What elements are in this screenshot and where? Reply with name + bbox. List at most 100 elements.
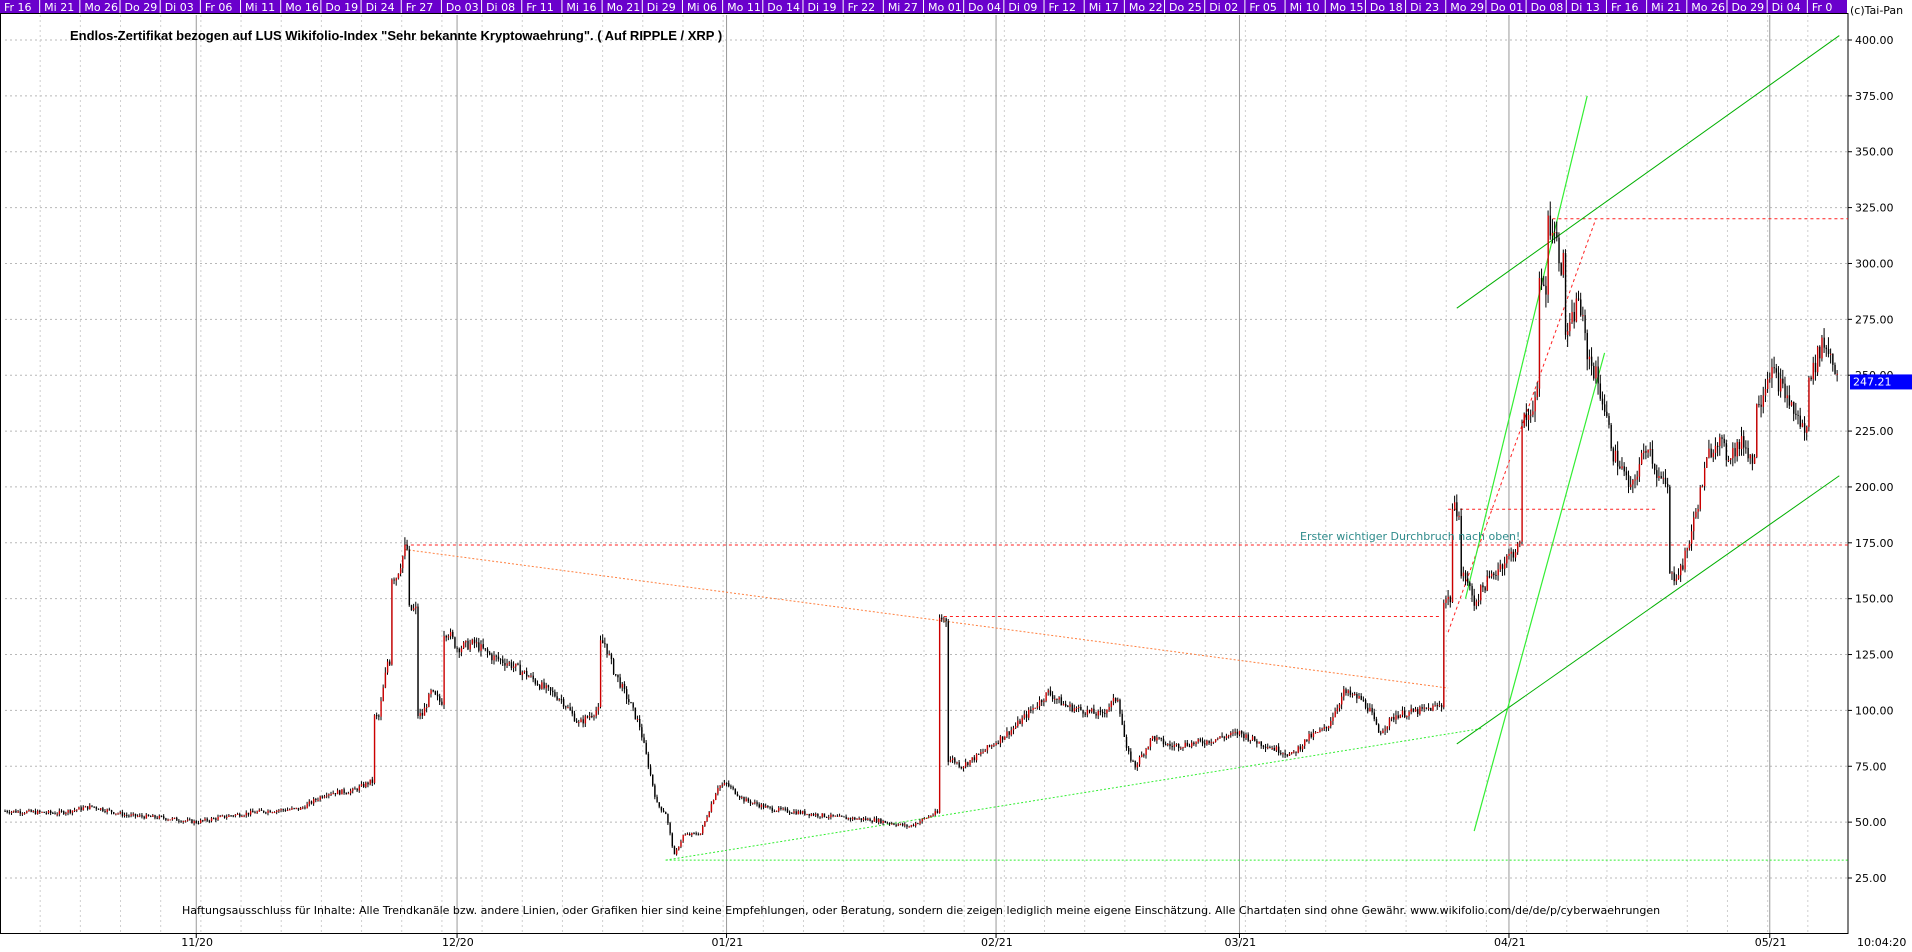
candle-body — [152, 815, 154, 817]
candle-body — [699, 833, 702, 835]
candle-body — [793, 811, 795, 814]
candle-body — [43, 811, 45, 813]
candle-body — [206, 818, 208, 821]
top-day-separator — [280, 0, 282, 13]
candle-body — [1330, 720, 1332, 727]
candle-body — [167, 819, 169, 821]
candle-body — [1406, 716, 1408, 718]
candle-body — [951, 758, 954, 760]
candle-body — [941, 617, 943, 620]
candle-body — [1308, 733, 1310, 741]
candle-body — [1256, 740, 1258, 744]
candle-body — [1773, 367, 1775, 369]
candle-body — [1356, 693, 1358, 699]
candle-body — [1601, 398, 1604, 405]
top-day-separator — [1083, 0, 1085, 13]
candle-body — [1362, 699, 1365, 701]
top-day-separator — [1726, 0, 1728, 13]
candle-body — [1556, 232, 1558, 238]
top-day-label: Fr 05 — [1249, 1, 1277, 14]
candle-body — [1760, 404, 1762, 407]
candle-body — [160, 815, 163, 817]
top-day-separator — [842, 0, 844, 13]
candle-body — [1214, 739, 1217, 742]
candle-body — [330, 793, 332, 795]
candle-body — [204, 818, 206, 821]
candle-body — [752, 802, 754, 804]
candle-body — [50, 810, 52, 813]
top-day-label: Di 23 — [1410, 1, 1439, 14]
candle-body — [1825, 347, 1828, 350]
candle-body — [1404, 710, 1406, 718]
candle-body — [615, 674, 617, 676]
candle-body — [417, 606, 419, 716]
candle-body — [1291, 752, 1293, 754]
candle-body — [1382, 730, 1384, 734]
candle-body — [828, 817, 830, 819]
candle-body — [423, 707, 426, 716]
candle-body — [991, 745, 993, 747]
candle-body — [1519, 541, 1521, 544]
candle-body — [1443, 602, 1445, 708]
candle-body — [1656, 470, 1658, 478]
candle-body — [200, 820, 202, 824]
candle-body — [1547, 215, 1549, 295]
candle-body — [836, 815, 839, 817]
candle-body — [1662, 477, 1665, 479]
candle-body — [1138, 756, 1141, 765]
candle-body — [267, 810, 269, 813]
candle-body — [641, 727, 643, 738]
candle-body — [373, 715, 376, 783]
candle-body — [1603, 404, 1606, 412]
y-tick-label: 150.00 — [1855, 593, 1894, 606]
candle-body — [1212, 741, 1215, 743]
candle-body — [1649, 449, 1652, 451]
candle-body — [1730, 458, 1732, 460]
candle-body — [71, 810, 74, 813]
candle-body — [484, 648, 487, 650]
candle-body — [901, 823, 904, 826]
candle-body — [252, 810, 254, 813]
candle-body — [297, 807, 300, 810]
candle-body — [1454, 502, 1456, 510]
candle-body — [169, 819, 171, 821]
y-tick-label: 25.00 — [1855, 872, 1887, 885]
candle-body — [962, 766, 965, 769]
candle-body — [1312, 732, 1315, 738]
candle-body — [376, 715, 378, 717]
candle-body — [799, 811, 802, 814]
candle-body — [1332, 717, 1334, 721]
candle-body — [693, 833, 695, 835]
top-day-separator — [1565, 0, 1567, 13]
candle-body — [606, 643, 608, 655]
candle-body — [1490, 573, 1493, 577]
top-day-label: Do 14 — [767, 1, 800, 14]
candle-body — [928, 816, 930, 818]
candle-body — [67, 810, 69, 813]
candle-body — [254, 812, 256, 814]
candle-body — [586, 716, 589, 718]
candle-body — [1753, 457, 1756, 464]
candle-body — [680, 841, 682, 847]
candle-body — [749, 801, 752, 804]
candle-body — [1095, 713, 1097, 716]
candle-body — [1464, 572, 1467, 579]
candle-body — [265, 812, 267, 814]
top-day-separator — [320, 0, 322, 13]
candle-body — [347, 793, 350, 795]
candle-body — [286, 809, 289, 811]
candle-body — [339, 790, 341, 795]
candle-body — [634, 707, 637, 720]
candle-body — [1749, 454, 1751, 459]
candle-body — [1227, 735, 1230, 737]
candle-body — [1690, 531, 1693, 544]
candle-body — [595, 710, 597, 716]
candle-body — [534, 679, 537, 684]
candle-body — [473, 639, 476, 644]
candle-body — [1595, 366, 1597, 379]
candle-body — [775, 810, 778, 812]
candle-body — [904, 824, 906, 826]
candle-body — [1008, 731, 1010, 735]
candle-body — [1271, 747, 1273, 749]
candle-body — [854, 817, 856, 820]
